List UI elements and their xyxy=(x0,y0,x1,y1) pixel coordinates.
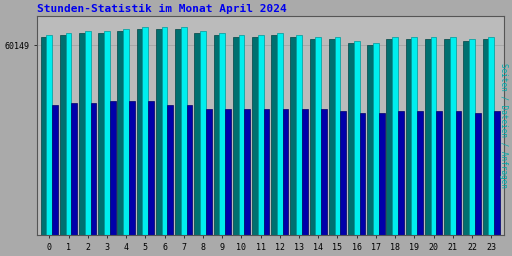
Bar xyxy=(79,33,85,235)
Bar xyxy=(167,105,173,235)
Bar xyxy=(431,37,436,235)
Bar xyxy=(137,29,142,235)
Bar xyxy=(392,37,398,235)
Bar xyxy=(302,109,308,235)
Bar xyxy=(214,35,219,235)
Bar xyxy=(475,113,481,235)
Bar xyxy=(123,29,129,235)
Bar xyxy=(444,39,450,235)
Bar xyxy=(85,31,91,235)
Bar xyxy=(488,37,494,235)
Bar xyxy=(494,111,500,235)
Bar xyxy=(310,39,315,235)
Bar xyxy=(66,33,71,235)
Bar xyxy=(373,43,379,235)
Bar xyxy=(225,109,231,235)
Bar xyxy=(91,103,96,235)
Bar xyxy=(348,43,354,235)
Bar xyxy=(412,37,417,235)
Bar xyxy=(252,37,258,235)
Bar xyxy=(482,39,488,235)
Bar xyxy=(239,35,244,235)
Bar xyxy=(277,33,283,235)
Bar xyxy=(47,35,52,235)
Bar xyxy=(387,39,392,235)
Y-axis label: Seiten / Dateien / Anfragen: Seiten / Dateien / Anfragen xyxy=(499,63,508,188)
Bar xyxy=(52,105,58,235)
Bar xyxy=(456,111,461,235)
Bar xyxy=(110,101,116,235)
Bar xyxy=(436,111,442,235)
Bar xyxy=(71,103,77,235)
Bar xyxy=(104,31,110,235)
Text: Stunden-Statistik im Monat April 2024: Stunden-Statistik im Monat April 2024 xyxy=(37,4,287,14)
Bar xyxy=(195,33,200,235)
Bar xyxy=(450,37,456,235)
Bar xyxy=(463,41,469,235)
Bar xyxy=(219,33,225,235)
Bar xyxy=(417,111,423,235)
Bar xyxy=(162,27,167,235)
Bar xyxy=(142,27,148,235)
Bar xyxy=(200,31,206,235)
Bar xyxy=(290,37,296,235)
Bar xyxy=(206,109,211,235)
Bar xyxy=(354,41,359,235)
Bar xyxy=(40,37,47,235)
Bar xyxy=(406,39,412,235)
Bar xyxy=(98,33,104,235)
Bar xyxy=(156,29,162,235)
Bar xyxy=(117,31,123,235)
Bar xyxy=(329,39,335,235)
Bar xyxy=(258,35,264,235)
Bar xyxy=(60,35,66,235)
Bar xyxy=(271,35,277,235)
Bar xyxy=(233,37,239,235)
Bar xyxy=(367,45,373,235)
Bar xyxy=(175,29,181,235)
Bar xyxy=(187,105,193,235)
Bar xyxy=(148,101,154,235)
Bar xyxy=(296,35,302,235)
Bar xyxy=(129,101,135,235)
Bar xyxy=(379,113,385,235)
Bar xyxy=(244,109,250,235)
Bar xyxy=(283,109,288,235)
Bar xyxy=(264,109,269,235)
Bar xyxy=(321,109,327,235)
Bar xyxy=(359,113,366,235)
Bar xyxy=(315,37,321,235)
Bar xyxy=(469,39,475,235)
Bar xyxy=(398,111,404,235)
Bar xyxy=(335,37,340,235)
Bar xyxy=(340,111,346,235)
Bar xyxy=(425,39,431,235)
Bar xyxy=(181,27,187,235)
